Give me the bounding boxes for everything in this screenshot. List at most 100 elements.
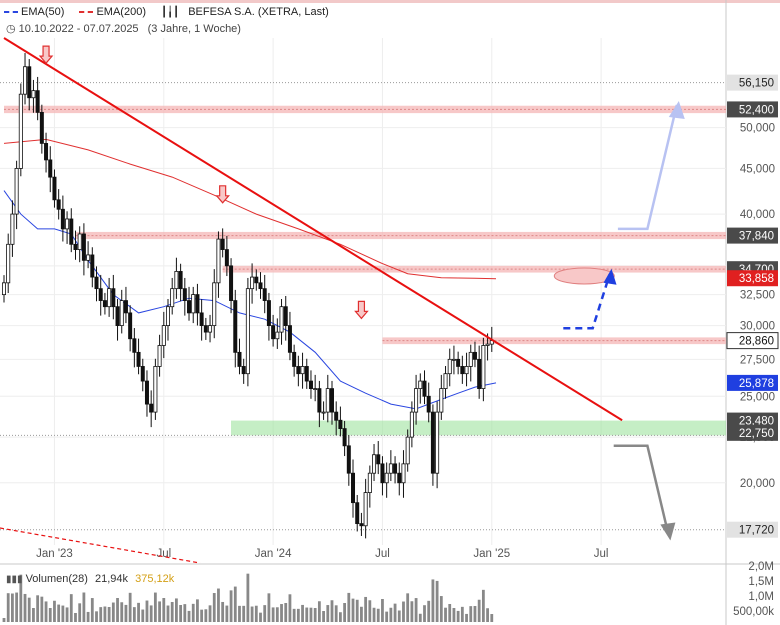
candlestick-icon: ┃╽┃ bbox=[161, 7, 180, 18]
candle-body bbox=[39, 111, 44, 144]
volume-bar bbox=[448, 604, 452, 622]
candle-body bbox=[426, 395, 431, 413]
price-badge-label: 17,720 bbox=[739, 525, 774, 537]
price-badge-label: 25,878 bbox=[739, 378, 774, 390]
price-badge bbox=[727, 227, 778, 244]
volume-bar bbox=[355, 599, 359, 622]
lower-trend-line bbox=[0, 527, 201, 564]
candle-body bbox=[321, 411, 326, 414]
candle-body bbox=[111, 288, 116, 308]
projection-down-arrowhead bbox=[660, 522, 676, 541]
volume-bar bbox=[116, 598, 119, 622]
projection-blue-arrowhead bbox=[603, 268, 617, 285]
volume-bar bbox=[427, 600, 431, 622]
volume-bar bbox=[124, 604, 128, 622]
candle-body bbox=[157, 345, 162, 367]
volume-bar bbox=[267, 593, 271, 622]
candle-body bbox=[279, 306, 284, 333]
volume-bar bbox=[305, 607, 309, 622]
volume-bar bbox=[53, 600, 56, 622]
projection-blue-dashed bbox=[563, 274, 611, 330]
candle-body bbox=[224, 249, 229, 267]
volume-bar bbox=[48, 608, 52, 622]
bar-chart-icon: ▮▮▮ bbox=[6, 574, 23, 585]
candle-body bbox=[401, 463, 406, 484]
candle-body bbox=[443, 373, 448, 389]
volume-bar bbox=[238, 605, 241, 622]
candle-body bbox=[128, 312, 133, 340]
volume-bar bbox=[486, 608, 489, 622]
candle-body bbox=[409, 411, 414, 438]
volume-bar bbox=[452, 608, 456, 622]
y-tick-label: 30,000 bbox=[740, 321, 775, 333]
volume-bar bbox=[280, 604, 283, 622]
volume-bar bbox=[322, 611, 325, 622]
candle-body bbox=[304, 366, 309, 382]
volume-bar bbox=[149, 605, 153, 622]
volume-bar bbox=[351, 598, 355, 622]
candle-body bbox=[338, 419, 343, 429]
candle-body bbox=[313, 388, 318, 390]
volume-bar bbox=[175, 598, 178, 622]
candle-body bbox=[52, 176, 57, 201]
signal-arrow-icon bbox=[38, 45, 54, 65]
candle-body bbox=[266, 300, 271, 327]
volume-bar bbox=[317, 601, 321, 622]
clock-icon: ◷ bbox=[6, 23, 16, 35]
candle-body bbox=[149, 403, 154, 413]
x-tick-label: Jan '25 bbox=[473, 548, 510, 560]
period-label: (3 Jahre, 1 Woche) bbox=[147, 23, 241, 35]
candle-body bbox=[393, 463, 398, 474]
volume-bar bbox=[381, 599, 384, 622]
candle-body bbox=[388, 463, 393, 474]
price-badge bbox=[727, 412, 778, 429]
ema200-legend[interactable]: EMA(200) bbox=[79, 6, 152, 18]
candle-body bbox=[27, 66, 32, 99]
volume-bar bbox=[107, 607, 111, 622]
volume-bar bbox=[191, 603, 195, 622]
ema50-line[interactable] bbox=[3, 190, 497, 410]
volume-bar bbox=[57, 604, 61, 622]
candle-body bbox=[346, 445, 351, 474]
candle-body bbox=[334, 411, 339, 421]
candle-body bbox=[233, 300, 238, 353]
price-badge bbox=[727, 521, 778, 538]
candle-body bbox=[144, 380, 149, 405]
candle-body bbox=[275, 331, 280, 340]
downtrend-line[interactable] bbox=[3, 37, 623, 422]
volume-bar bbox=[414, 598, 418, 622]
candle-body bbox=[23, 66, 28, 95]
chart-legend: EMA(50) EMA(200) ┃╽┃ BEFESA S.A. (XETRA,… bbox=[4, 6, 341, 18]
volume-bar bbox=[145, 600, 149, 622]
candle-body bbox=[430, 411, 435, 474]
ema200-line[interactable] bbox=[3, 138, 497, 280]
volume-bar bbox=[477, 599, 481, 622]
volume-bar bbox=[183, 604, 187, 622]
candle-body bbox=[439, 388, 444, 413]
candle-body bbox=[170, 288, 175, 308]
candle-body bbox=[245, 288, 250, 375]
projection-up-arrowhead bbox=[668, 100, 685, 119]
candle-body bbox=[351, 472, 356, 504]
candle-body bbox=[359, 523, 364, 527]
candle-body bbox=[119, 300, 124, 327]
candle-body bbox=[123, 300, 128, 314]
candle-body bbox=[405, 436, 410, 465]
volume-bar bbox=[309, 607, 313, 622]
volume-bar bbox=[389, 607, 393, 622]
volume-bar bbox=[212, 593, 216, 622]
candle-body bbox=[271, 325, 276, 340]
volume-bar bbox=[397, 610, 401, 622]
candle-body bbox=[372, 454, 377, 474]
volume-bar bbox=[456, 610, 460, 622]
volume-bar bbox=[141, 609, 145, 622]
price-badge-label: 28,860 bbox=[739, 336, 774, 348]
volume-label: Volumen(28) bbox=[25, 573, 88, 585]
volume-bar bbox=[132, 607, 136, 622]
candle-body bbox=[161, 325, 166, 346]
volume-bar bbox=[153, 592, 157, 622]
y-tick-label: 27,500 bbox=[740, 354, 775, 366]
ema50-legend[interactable]: EMA(50) bbox=[4, 6, 70, 18]
y-tick-label: 32,500 bbox=[740, 290, 775, 302]
